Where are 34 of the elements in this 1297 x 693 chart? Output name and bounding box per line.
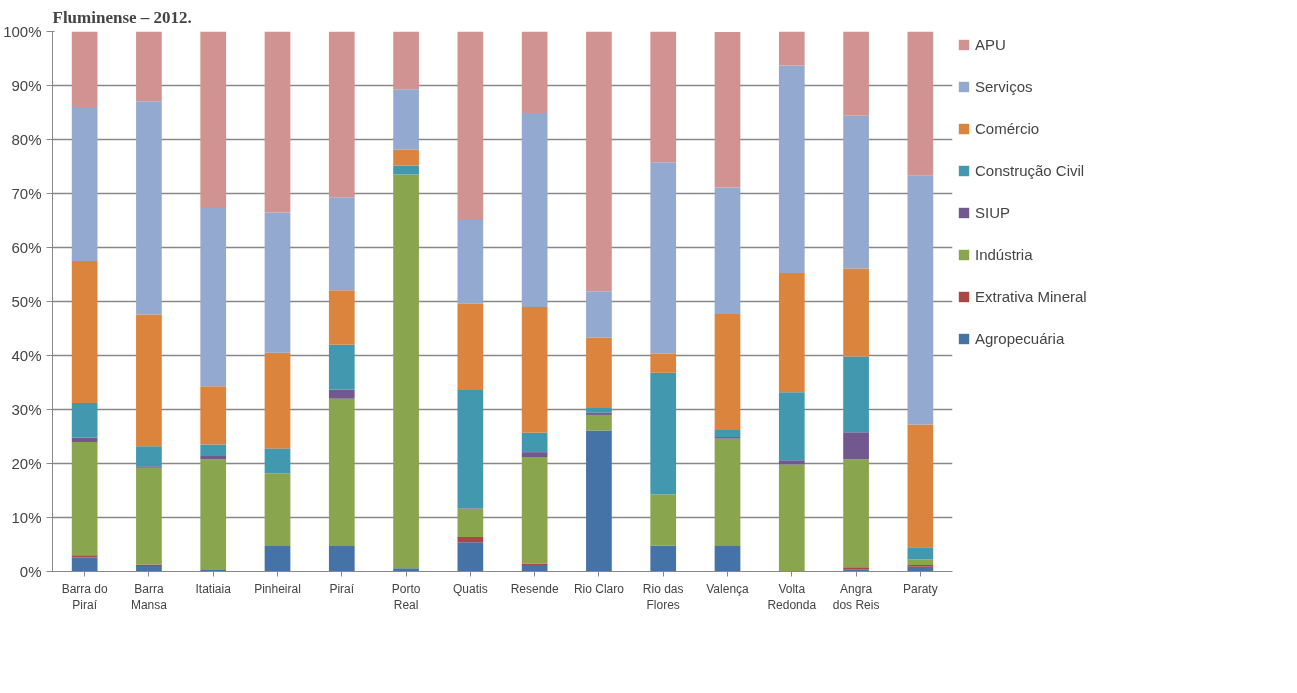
y-tick-label: 30% (11, 401, 42, 418)
x-tick-label: Resende (510, 581, 559, 596)
legend-label: APU (975, 36, 1006, 53)
y-tick-label: 10% (11, 509, 42, 526)
x-tick-label: Rio Claro (573, 581, 625, 596)
x-tick-label: Paraty (903, 581, 938, 596)
y-tick-label: 70% (11, 185, 42, 202)
y-tick-label: 60% (11, 239, 42, 256)
y-tick-label: 0% (19, 563, 42, 580)
legend-label: Agropecuária (975, 330, 1065, 347)
legend-label: SIUP (975, 204, 1011, 221)
x-tick-label: Itatiaia (195, 581, 232, 596)
y-tick-label: 40% (11, 347, 42, 364)
x-tick-label: Quatis (453, 581, 488, 596)
y-tick-label: 50% (11, 293, 42, 310)
x-tick-label: Volta Redonda (767, 581, 817, 613)
chart-title: Fluminense – 2012. (52, 7, 192, 27)
legend-label: Serviços (975, 78, 1033, 95)
legend-label: Extrativa Mineral (975, 288, 1087, 305)
y-tick-label: 90% (11, 77, 42, 94)
x-tick-label: Piraí (329, 581, 355, 596)
y-tick-label: 80% (11, 131, 42, 148)
x-tick-label: Pinheiral (254, 581, 301, 596)
x-tick-label: Rio das Flores (642, 581, 684, 613)
legend-label: Indústria (975, 246, 1033, 263)
x-tick-label: Barra Mansa (130, 581, 168, 613)
y-tick-label: 20% (11, 455, 42, 472)
legend-label: Construção Civil (975, 162, 1085, 179)
x-tick-label: Valença (706, 581, 750, 596)
x-tick-label: Barra do Piraí (61, 581, 108, 613)
x-tick-label: Porto Real (391, 581, 421, 613)
y-tick-label: 100% (3, 23, 42, 40)
x-tick-label: Angra dos Reis (832, 581, 880, 613)
legend-label: Comércio (975, 120, 1040, 137)
